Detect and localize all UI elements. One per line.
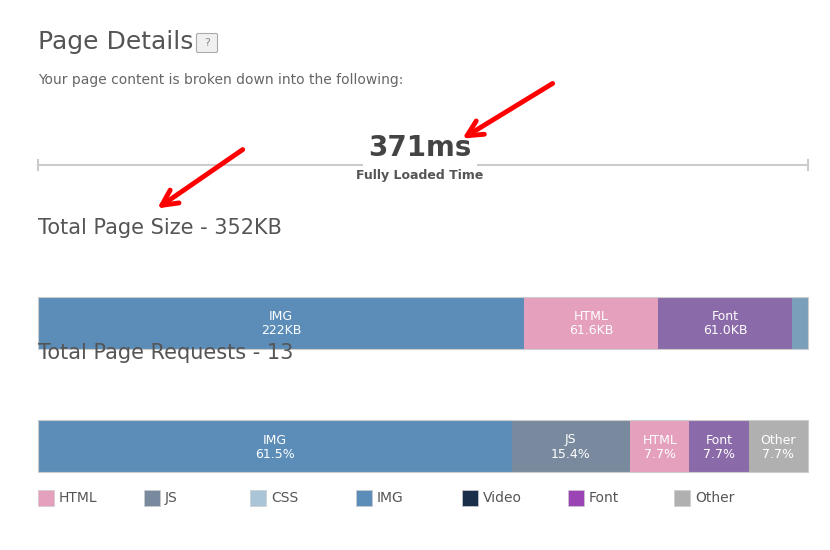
Text: ?: ? [204, 38, 210, 48]
Text: IMG: IMG [377, 491, 403, 505]
Text: 371ms: 371ms [369, 134, 471, 162]
Bar [38, 420, 511, 472]
Bar [38, 420, 808, 472]
Bar [524, 297, 658, 349]
Bar [356, 490, 372, 506]
Text: 15.4%: 15.4% [551, 448, 591, 460]
Text: 7.7%: 7.7% [763, 448, 794, 460]
Text: Your page content is broken down into the following:: Your page content is broken down into th… [38, 73, 403, 87]
Bar [568, 490, 584, 506]
Text: 61.0KB: 61.0KB [703, 324, 747, 338]
Text: 7.7%: 7.7% [644, 448, 676, 460]
Bar [144, 490, 160, 506]
Text: JS: JS [565, 433, 577, 447]
Bar [38, 490, 54, 506]
Text: Font: Font [711, 311, 739, 323]
Text: CSS: CSS [271, 491, 298, 505]
Text: 61.6KB: 61.6KB [569, 324, 613, 338]
Bar [250, 490, 266, 506]
Text: Other: Other [760, 433, 796, 447]
Text: Total Page Size - 352KB: Total Page Size - 352KB [38, 218, 282, 238]
Text: HTML: HTML [59, 491, 98, 505]
Text: IMG: IMG [263, 433, 287, 447]
Text: JS: JS [165, 491, 178, 505]
Text: 61.5%: 61.5% [255, 448, 295, 460]
FancyBboxPatch shape [197, 34, 217, 52]
Text: Font: Font [589, 491, 619, 505]
Text: Total Page Requests - 13: Total Page Requests - 13 [38, 343, 293, 363]
Bar [630, 420, 690, 472]
Text: Fully Loaded Time: Fully Loaded Time [356, 168, 484, 182]
Bar [38, 297, 808, 349]
Bar [462, 490, 478, 506]
Text: HTML: HTML [574, 311, 608, 323]
Text: 222KB: 222KB [261, 324, 301, 338]
Bar [674, 490, 690, 506]
Bar [658, 297, 792, 349]
Text: Page Details: Page Details [38, 30, 193, 54]
Text: HTML: HTML [642, 433, 677, 447]
Bar [690, 420, 749, 472]
Bar [511, 420, 630, 472]
Bar [749, 420, 808, 472]
Text: Video: Video [483, 491, 522, 505]
Text: Font: Font [706, 433, 733, 447]
Text: IMG: IMG [269, 311, 293, 323]
Bar [792, 297, 808, 349]
Text: Other: Other [695, 491, 735, 505]
Text: 7.7%: 7.7% [703, 448, 735, 460]
Bar [38, 297, 524, 349]
